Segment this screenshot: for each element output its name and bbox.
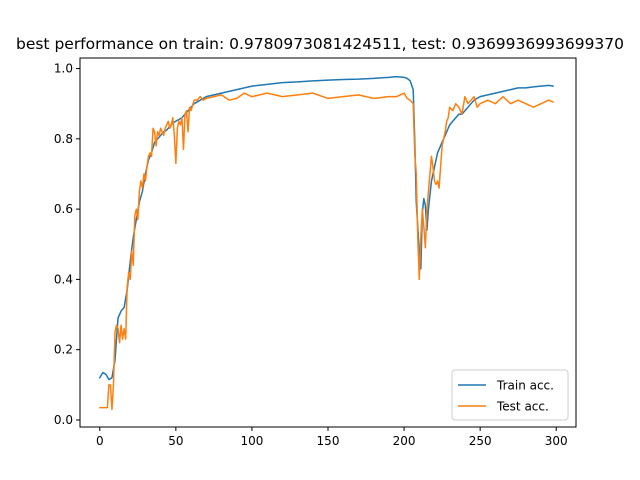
data-series [99,75,554,411]
x-tick-label: 200 [393,434,416,448]
y-tick-label: 0.6 [54,202,73,216]
y-tick-label: 0.8 [54,132,73,146]
axis-ticks: 0 50 100 150 200 250 300 0.0 0.2 0.4 0.6 0.8 1.0 [54,62,568,448]
y-tick-label: 1.0 [54,62,73,76]
y-tick-label: 0.4 [54,272,73,286]
chart-title: best performance on train: 0.97809730814… [16,35,624,53]
y-tick-label: 0.0 [54,413,73,427]
test-acc-line [99,92,554,411]
x-tick-label: 100 [240,434,263,448]
x-tick-label: 300 [545,434,568,448]
y-tick-label: 0.2 [54,343,73,357]
legend-box [451,369,569,421]
legend-label: Train acc. [496,379,554,393]
x-tick-label: 150 [317,434,340,448]
legend: Train acc. Test acc. [451,369,569,421]
legend-label: Test acc. [496,400,549,414]
x-tick-label: 0 [96,434,104,448]
x-tick-label: 50 [168,434,183,448]
x-tick-label: 250 [469,434,492,448]
plot-frame [79,57,577,428]
